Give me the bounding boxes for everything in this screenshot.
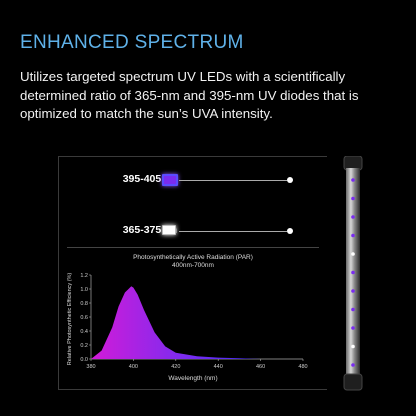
x-tick-label: 380 <box>86 364 95 370</box>
tube-white-led-icon <box>351 344 355 349</box>
chart-title: Photosynthetically Active Radiation (PAR… <box>133 254 253 261</box>
led-row-white: 365-375nm <box>59 222 327 242</box>
tube-uv-led-icon <box>351 215 355 219</box>
led-row-uv: 395-405nm <box>59 171 327 191</box>
white-led-chip-icon <box>162 225 176 235</box>
callout-line <box>179 180 287 181</box>
headline: ENHANCED SPECTRUM <box>20 32 244 53</box>
callout-line <box>179 231 287 232</box>
tube-uv-led-icon <box>351 326 355 330</box>
tube-uv-led-icon <box>351 270 355 275</box>
tube-uv-led-icon <box>351 289 355 293</box>
y-tick-label: 0.4 <box>80 329 88 335</box>
x-tick-label: 420 <box>171 364 180 370</box>
x-tick-label: 400 <box>129 364 138 370</box>
y-tick-label: 1.0 <box>80 287 88 293</box>
y-tick-label: 0.8 <box>80 301 88 307</box>
tube-uv-led-icon <box>351 307 355 312</box>
y-tick-label: 0.6 <box>80 315 88 321</box>
y-tick-label: 1.2 <box>80 273 88 279</box>
y-axis-label: Relative Photosynthetic Efficiency (%) <box>67 273 73 366</box>
callout-dot-icon <box>287 228 293 234</box>
tube-uv-led-icon <box>351 196 355 201</box>
uv-light-bar-icon <box>343 156 363 391</box>
par-chart: Photosynthetically Active Radiation (PAR… <box>67 254 308 382</box>
spectrum-card: 395-405nm 365-375nm Photosynthetically A… <box>58 156 327 390</box>
chart-subtitle: 400nm-700nm <box>172 262 214 269</box>
x-axis-label: Wavelength (nm) <box>168 375 217 382</box>
x-tick-label: 480 <box>298 364 307 370</box>
description: Utilizes targeted spectrum UV LEDs with … <box>20 69 359 121</box>
y-tick-label: 0.2 <box>80 343 88 349</box>
tube-white-led-icon <box>351 252 355 256</box>
uv-led-chip-icon <box>162 174 178 186</box>
card-divider <box>67 247 319 248</box>
y-tick-label: 0.0 <box>80 357 88 363</box>
callout-dot-icon <box>287 177 293 183</box>
tube-uv-led-icon <box>351 178 355 182</box>
spectrum-area <box>91 286 303 359</box>
tube-uv-led-icon <box>351 233 355 238</box>
tube-uv-led-icon <box>351 363 355 367</box>
x-tick-label: 440 <box>214 364 223 370</box>
x-tick-label: 460 <box>256 364 265 370</box>
